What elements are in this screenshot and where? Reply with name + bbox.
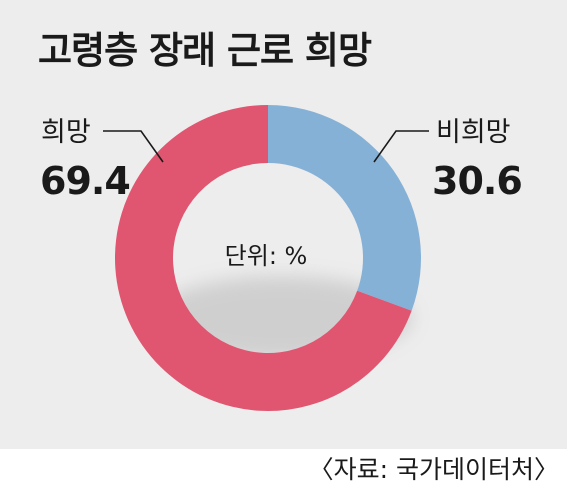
slice-label-hope: 희망 <box>41 117 91 148</box>
donut-slices <box>114 105 421 411</box>
donut-chart: 희망 69.4 비희망 30.6 단위: % <box>40 105 523 411</box>
slice-label-no-hope: 비희망 <box>436 117 511 148</box>
slice-value-no-hope: 30.6 <box>432 159 522 203</box>
leader-line-no-hope <box>373 130 429 163</box>
donut-slice-hope <box>114 105 412 411</box>
slice-value-hope: 69.4 <box>40 159 130 203</box>
donut-slice-no-hope <box>268 105 421 311</box>
chart-title: 고령층 장래 근로 희망 <box>38 29 372 72</box>
source-note: 〈자료: 국가데이터처〉 <box>308 455 559 484</box>
leader-line-hope <box>103 130 164 163</box>
unit-label: 단위: % <box>225 242 308 270</box>
